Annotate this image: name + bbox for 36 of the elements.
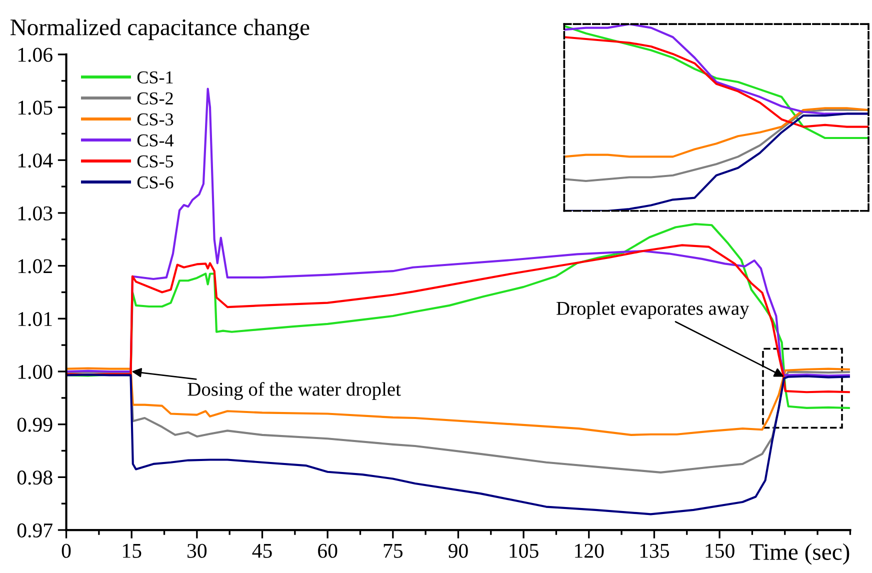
- line-series: [66, 367, 850, 436]
- y-axis-title: Normalized capacitance change: [10, 18, 310, 40]
- x-tick-label: 105: [510, 544, 538, 558]
- legend-label: CS-2: [137, 92, 173, 104]
- line-series: [66, 374, 850, 516]
- y-tick-label: 1.03: [18, 206, 52, 220]
- x-tick-label: 0: [62, 544, 71, 558]
- x-tick-label: 120: [575, 544, 604, 558]
- x-tick-label: 135: [640, 544, 670, 558]
- line-series: [66, 223, 850, 409]
- x-tick-label: 150: [706, 544, 734, 558]
- y-tick-label: 1.06: [18, 48, 52, 62]
- y-tick-label: 1.00: [18, 364, 52, 380]
- legend-label: CS-1: [137, 71, 173, 84]
- x-tick-label: 30: [188, 544, 207, 558]
- y-tick-label: 1.05: [18, 100, 52, 115]
- annotation: Droplet evaporates away: [556, 301, 750, 319]
- legend-label: CS-3: [137, 113, 174, 126]
- x-tick-label: 60: [318, 544, 338, 558]
- annotation: Dosing of the water droplet: [188, 382, 401, 400]
- y-tick-label: 0.99: [17, 418, 52, 432]
- y-tick-label: 1.02: [18, 259, 52, 274]
- x-tick-label: 90: [448, 544, 468, 558]
- y-tick-label: 0.97: [17, 523, 52, 538]
- legend-label: CS-5: [137, 155, 174, 168]
- y-tick-label: 1.04: [18, 153, 53, 168]
- x-tick-label: 45: [252, 544, 272, 558]
- x-axis-title: Time (sec): [750, 543, 850, 565]
- x-tick-label: 15: [123, 544, 142, 558]
- x-tick-label: 75: [384, 544, 403, 558]
- y-tick-label: 0.98: [17, 470, 52, 485]
- y-tick-label: 1.01: [18, 312, 52, 326]
- line-series: [66, 370, 850, 474]
- legend-label: CS-4: [137, 134, 174, 146]
- line-series: [66, 88, 850, 377]
- legend-label: CS-6: [137, 176, 174, 188]
